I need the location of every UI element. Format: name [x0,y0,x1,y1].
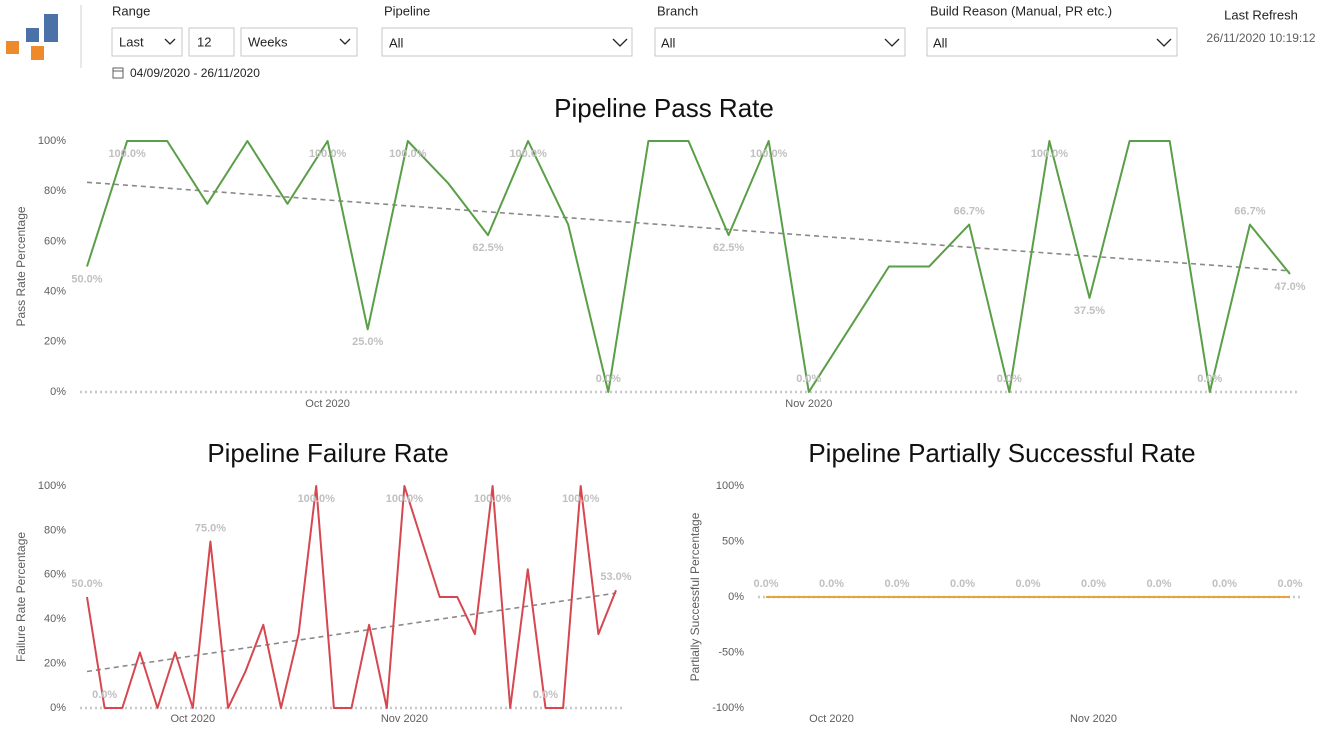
pipeline-value: All [389,35,404,50]
data-label: 100.0% [386,493,424,505]
data-label: 62.5% [472,242,503,254]
data-label: 100.0% [108,148,146,160]
y-tick-label: 0% [728,591,744,603]
x-tick-label: Oct 2020 [305,398,350,410]
data-label: 0.0% [1015,578,1040,590]
y-tick-label: 100% [38,480,66,492]
y-tick-label: 100% [716,480,744,492]
data-label: 100.0% [309,148,347,160]
calendar-icon [112,67,124,79]
x-tick-label: Nov 2020 [381,713,428,725]
data-label: 0.0% [92,689,117,701]
data-label: 0.0% [596,373,621,385]
data-label: 0.0% [1212,578,1237,590]
data-label: 0.0% [997,373,1022,385]
y-tick-label: 40% [44,286,66,298]
y-tick-label: 40% [44,613,66,625]
data-label: 0.0% [1277,578,1302,590]
pipeline-label: Pipeline [384,3,430,18]
data-label: 0.0% [1081,578,1106,590]
data-label: 0.0% [1146,578,1171,590]
data-label: 0.0% [753,578,778,590]
chart-title: Pipeline Failure Rate [207,438,448,468]
data-label: 53.0% [600,571,631,583]
y-axis-title: Failure Rate Percentage [14,532,28,662]
range-count: 12 [197,34,211,49]
range-dates: 04/09/2020 - 26/11/2020 [130,66,260,80]
y-tick-label: 80% [44,185,66,197]
last-refresh-value: 26/11/2020 10:19:12 [1206,31,1316,45]
data-label: 50.0% [71,273,102,285]
data-label: 100.0% [298,493,336,505]
build-reason-label: Build Reason (Manual, PR etc.) [930,3,1112,18]
branch-label: Branch [657,3,698,18]
y-tick-label: 20% [44,658,66,670]
data-label: 66.7% [954,205,985,217]
trend-line [86,181,1291,272]
y-tick-label: 0% [50,702,66,714]
last-refresh-label: Last Refresh [1224,7,1298,22]
data-label: 37.5% [1074,305,1105,317]
data-label: 100.0% [389,148,427,160]
logo [6,14,58,60]
data-label: 25.0% [352,336,383,348]
range-mode-dropdown[interactable]: Last [111,27,183,57]
data-label: 0.0% [1197,373,1222,385]
range-unit: Weeks [248,34,288,49]
y-tick-label: 0% [50,386,66,398]
data-label: 100.0% [562,493,600,505]
branch-dropdown[interactable]: All [654,27,906,57]
data-label: 0.0% [819,578,844,590]
range-unit-dropdown[interactable]: Weeks [240,27,358,57]
y-tick-label: 60% [44,569,66,581]
data-label: 100.0% [474,493,512,505]
data-label: 0.0% [533,689,558,701]
series-line [86,485,617,709]
y-axis-title: Partially Successful Percentage [688,512,702,681]
x-tick-label: Oct 2020 [809,713,854,725]
pipeline-dropdown[interactable]: All [381,27,633,57]
trend-line [86,592,617,673]
y-axis-title: Pass Rate Percentage [14,206,28,326]
data-label: 0.0% [796,373,821,385]
build-reason-dropdown[interactable]: All [926,27,1178,57]
data-label: 62.5% [713,242,744,254]
range-count-input[interactable]: 12 [188,27,235,57]
branch-value: All [661,35,676,50]
chart-title: Pipeline Partially Successful Rate [808,438,1195,468]
x-tick-label: Nov 2020 [785,398,832,410]
data-label: 66.7% [1234,205,1265,217]
y-tick-label: 100% [38,135,66,147]
range-label: Range [112,3,150,18]
data-label: 47.0% [1274,281,1305,293]
y-tick-label: 60% [44,235,66,247]
y-tick-label: 50% [722,535,744,547]
data-label: 0.0% [950,578,975,590]
data-label: 100.0% [1031,148,1069,160]
x-tick-label: Nov 2020 [1070,713,1117,725]
chart-title: Pipeline Pass Rate [554,93,774,123]
y-tick-label: -50% [718,646,744,658]
data-label: 100.0% [750,148,788,160]
series-line [86,140,1291,393]
build-reason-value: All [933,35,948,50]
y-tick-label: -100% [712,702,744,714]
data-label: 50.0% [71,578,102,590]
y-tick-label: 80% [44,524,66,536]
range-mode: Last [119,34,144,49]
data-label: 75.0% [195,522,226,534]
data-label: 0.0% [884,578,909,590]
y-tick-label: 20% [44,336,66,348]
data-label: 100.0% [509,148,547,160]
x-tick-label: Oct 2020 [170,713,215,725]
